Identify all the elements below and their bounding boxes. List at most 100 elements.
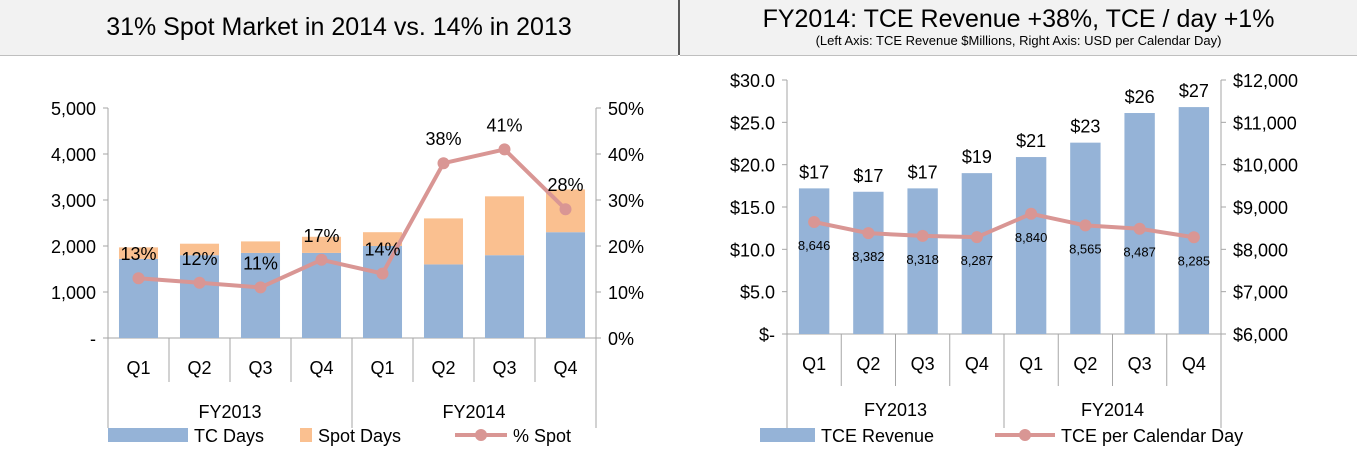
category-label: Q1 — [802, 354, 826, 374]
right-axis-tick-label: $10,000 — [1233, 156, 1298, 176]
bar-spot-days — [362, 232, 403, 246]
right-axis-tick-label: $9,000 — [1233, 198, 1288, 218]
bar-value-label: $23 — [1070, 117, 1100, 137]
right-panel-header: FY2014: TCE Revenue +38%, TCE / day +1% … — [680, 0, 1357, 56]
line-point — [916, 229, 929, 242]
line-point — [559, 203, 572, 216]
bar-tc-days — [240, 252, 281, 338]
header-divider — [678, 0, 680, 55]
left-axis-tick-label: 4,000 — [51, 145, 96, 165]
bar-value-label: $21 — [1016, 131, 1046, 151]
spot-percent-label: 38% — [425, 129, 461, 149]
left-panel-header: 31% Spot Market in 2014 vs. 14% in 2013 — [0, 0, 678, 56]
tce-per-day-label: 8,646 — [798, 238, 831, 253]
tce-per-day-label: 8,287 — [961, 253, 994, 268]
category-label: Q4 — [553, 358, 577, 378]
bar-tc-days — [118, 258, 159, 338]
right-axis-tick-label: 0% — [608, 329, 634, 349]
right-axis-tick-label: 40% — [608, 145, 644, 165]
right-axis-tick-label: $8,000 — [1233, 240, 1288, 260]
line-point — [132, 272, 145, 285]
category-label: Q1 — [370, 358, 394, 378]
left-axis-tick-label: 5,000 — [51, 99, 96, 119]
bar-spot-days — [118, 247, 159, 259]
tce-per-day-label: 8,487 — [1123, 245, 1156, 260]
category-label: Q3 — [492, 358, 516, 378]
right-axis-tick-label: 50% — [608, 99, 644, 119]
bar-tce-revenue — [853, 191, 884, 334]
spot-percent-label: 12% — [181, 249, 217, 269]
category-label: Q3 — [1128, 354, 1152, 374]
legend-swatch-marker — [475, 429, 487, 441]
category-label: Q4 — [1182, 354, 1206, 374]
line-point — [970, 231, 983, 244]
bar-tc-days — [179, 255, 220, 338]
fiscal-year-label: FY2014 — [1081, 400, 1144, 420]
category-label: Q2 — [856, 354, 880, 374]
line-point — [315, 253, 328, 266]
spot-market-chart: - 1,000 2,000 3,000 4,000 5,000 0% 10% 20% 30% 40%… — [51, 99, 644, 446]
right-axis-tick-label: $12,000 — [1233, 71, 1298, 91]
legend-label: TCE Revenue — [821, 426, 934, 446]
category-label: Q2 — [187, 358, 211, 378]
bar-tc-days — [362, 246, 403, 338]
left-axis-tick-label: $15.0 — [730, 198, 775, 218]
bar-value-label: $17 — [853, 166, 883, 186]
left-axis-tick-label: 3,000 — [51, 191, 96, 211]
series-line--spot — [138, 147, 567, 290]
left-axis-tick-label: $5.0 — [740, 283, 775, 303]
tce-per-day-label: 8,382 — [852, 249, 885, 264]
legend-swatch — [760, 428, 815, 442]
bar-value-label: $17 — [908, 162, 938, 182]
tce-per-day-label: 8,840 — [1015, 230, 1048, 245]
series-line-tce-per-calendar-day — [813, 211, 1195, 240]
line-point — [1079, 219, 1092, 232]
fiscal-year-label: FY2014 — [442, 402, 505, 422]
category-label: Q2 — [431, 358, 455, 378]
right-axis-tick-label: $7,000 — [1233, 283, 1288, 303]
left-axis-tick-label: $30.0 — [730, 71, 775, 91]
left-axis-tick-label: $- — [759, 325, 775, 345]
line-point — [1025, 207, 1038, 220]
bar-tc-days — [423, 264, 464, 338]
legend-swatch-marker — [1019, 429, 1031, 441]
bar-tce-revenue — [798, 188, 830, 334]
bar-value-label: $27 — [1179, 81, 1209, 101]
left-axis-tick-label: - — [90, 329, 96, 349]
spot-percent-label: 28% — [547, 175, 583, 195]
right-panel-title: FY2014: TCE Revenue +38%, TCE / day +1% — [762, 5, 1275, 33]
legend-label: Spot Days — [318, 426, 401, 446]
right-axis-tick-label: $11,000 — [1233, 113, 1297, 133]
category-label: Q4 — [965, 354, 989, 374]
bar-value-label: $17 — [799, 162, 829, 182]
bar-tce-revenue — [1070, 142, 1101, 334]
spot-percent-label: 41% — [486, 115, 522, 135]
tce-per-day-label: 8,318 — [906, 252, 939, 267]
bar-tce-revenue — [961, 173, 993, 334]
spot-percent-label: 13% — [120, 244, 156, 264]
bar-value-label: $26 — [1125, 87, 1155, 107]
line-point — [254, 281, 267, 294]
category-label: Q3 — [248, 358, 272, 378]
category-label: Q3 — [911, 354, 935, 374]
bar-spot-days — [484, 196, 525, 256]
line-point — [437, 157, 450, 170]
category-label: Q4 — [309, 358, 333, 378]
legend-label: TC Days — [194, 426, 264, 446]
bar-spot-days — [240, 241, 281, 253]
left-panel-title: 31% Spot Market in 2014 vs. 14% in 2013 — [106, 13, 572, 41]
spot-percent-label: 17% — [303, 226, 339, 246]
line-point — [1187, 231, 1200, 244]
legend-label: % Spot — [513, 426, 571, 446]
bar-spot-days — [423, 218, 464, 265]
category-label: Q1 — [1019, 354, 1043, 374]
left-axis-tick-label: 2,000 — [51, 237, 96, 257]
line-point — [1133, 222, 1146, 235]
left-axis-tick-label: $10.0 — [730, 240, 775, 260]
fiscal-year-label: FY2013 — [864, 400, 927, 420]
bar-tce-revenue — [907, 188, 938, 334]
line-point — [376, 267, 389, 280]
right-panel-subtitle: (Left Axis: TCE Revenue $Millions, Right… — [815, 33, 1222, 48]
line-point — [498, 143, 511, 156]
